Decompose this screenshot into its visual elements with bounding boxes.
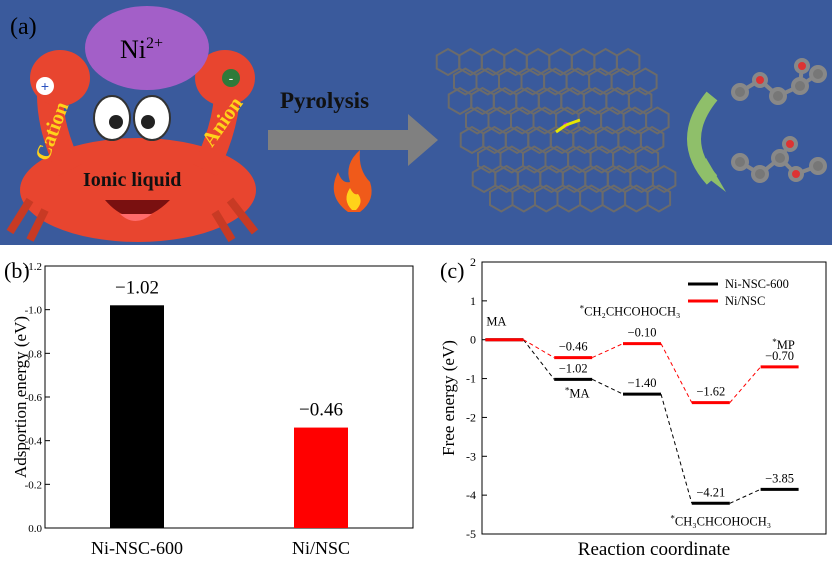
minus-sign: - <box>229 70 234 86</box>
connector-line <box>660 343 693 403</box>
y-tick-label: -1 <box>466 372 476 386</box>
ni-ion-bubble <box>85 6 209 90</box>
y-tick-label: 0.0 <box>28 523 42 535</box>
pyrolysis-label: Pyrolysis <box>280 88 369 113</box>
energy-value-label: −0.70 <box>765 349 794 363</box>
panel-a-label: (a) <box>10 14 37 40</box>
connector-line <box>591 378 624 395</box>
sulfur-bonds <box>555 118 581 134</box>
state-label: *CH₂CHCOHOCH₃ <box>580 304 681 319</box>
y-tick-label: 1 <box>470 294 476 308</box>
y-tick-label: -0.8 <box>25 348 43 360</box>
y-tick-label: 0 <box>470 333 476 347</box>
x-category-label: Ni-NSC-600 <box>91 538 183 558</box>
bar-value-label: −1.02 <box>115 277 159 298</box>
graphene-ring <box>645 106 670 135</box>
adsorption-energy-chart: (b) 0.0 -0.2 -0.4 -0.6 -0.8 -1.0 -1.2 −1.02 Ni-… <box>0 252 420 558</box>
pyrolysis-arrow <box>268 114 438 166</box>
state-label: *MA <box>565 385 590 400</box>
energy-value-label: −1.02 <box>559 361 588 375</box>
plot-frame <box>44 265 414 529</box>
anion-label: Anion <box>196 92 247 151</box>
legend: Ni-NSC-600 Ni/NSC <box>688 277 789 308</box>
panel-c-label: (c) <box>440 258 464 283</box>
y-tick-label: -3 <box>466 449 476 463</box>
ni-ion-label: Ni2+ <box>120 35 163 64</box>
connector-line <box>729 488 761 504</box>
y-tick-label: -4 <box>466 488 476 502</box>
free-energy-chart: (c) -5 -4 -3 -2 -1 0 1 2 −1.02 −1.40 −4.21 −3.85 −0… <box>420 252 832 560</box>
connector-line <box>660 393 693 504</box>
energy-value-label: −1.40 <box>628 376 657 390</box>
graphene-ring <box>651 164 677 194</box>
energy-diagram-svg: (c) -5 -4 -3 -2 -1 0 1 2 −1.02 −1.40 −4.21 −3.85 −0… <box>439 255 827 560</box>
reaction-arrowhead <box>700 158 726 192</box>
y-tick-label: -0.2 <box>25 479 42 491</box>
anion-minus-icon <box>222 69 240 87</box>
plot-frame <box>481 261 827 535</box>
energy-value-label: −4.21 <box>696 485 725 499</box>
connector-line <box>523 339 555 359</box>
flame-icon <box>333 150 372 212</box>
bar-value-label: −0.46 <box>299 400 343 421</box>
schematic-panel: (a) Ni2+ + - Cation Anion Ionic liquid P… <box>0 0 832 245</box>
y-axis-label: Free energy (eV) <box>439 340 458 456</box>
y-tick-label: 2 <box>470 255 476 269</box>
energy-value-label: −3.85 <box>765 471 794 485</box>
y-tick-label: -2 <box>466 410 476 424</box>
graphene-ring <box>633 67 658 96</box>
y-tick-label: -1.0 <box>25 305 43 317</box>
plus-sign: + <box>41 78 49 94</box>
ionic-liquid-label: Ionic liquid <box>83 169 181 191</box>
graphene-ring <box>634 145 660 174</box>
y-axis: 0.0 -0.2 -0.4 -0.6 -0.8 -1.0 -1.2 <box>25 261 50 535</box>
methyl-propionate-molecule <box>731 136 827 183</box>
energy-series: −1.02 −1.40 −4.21 −3.85 −0.46 −0.10 −1.62 −0.70… <box>485 304 799 528</box>
connector-line <box>523 339 555 380</box>
graphene-ring <box>615 47 641 77</box>
bar <box>110 305 164 528</box>
panel-b-label: (b) <box>4 258 30 283</box>
bar <box>294 427 348 528</box>
connector-line <box>729 366 761 403</box>
y-axis-label: Adsportion energy (eV) <box>11 316 30 478</box>
state-label: *CH₃CHCOHOCH₃ <box>670 513 771 528</box>
energy-value-label: −1.62 <box>696 385 725 399</box>
schematic-illustration: (a) Ni2+ + - Cation Anion Ionic liquid P… <box>6 6 827 243</box>
x-axis-label: Reaction coordinate <box>578 539 730 558</box>
crab-illustration <box>6 50 259 243</box>
y-tick-label: -5 <box>466 527 476 541</box>
y-tick-label: -1.2 <box>25 261 42 273</box>
legend-label: Ni-NSC-600 <box>725 277 789 291</box>
energy-value-label: −0.10 <box>628 326 657 340</box>
methyl-acrylate-molecule <box>731 58 827 105</box>
graphene-ring <box>639 125 665 155</box>
graphene-ring <box>435 47 461 77</box>
graphene-ring <box>627 86 653 116</box>
bars: −1.02 Ni-NSC-600 −0.46 Ni/NSC <box>91 277 350 558</box>
y-tick-label: -0.4 <box>25 436 43 448</box>
y-axis: -5 -4 -3 -2 -1 0 1 2 <box>466 255 487 541</box>
x-category-label: Ni/NSC <box>292 538 350 558</box>
state-label: MA <box>486 315 506 329</box>
cation-plus-icon <box>36 77 54 95</box>
graphene-sheet <box>435 47 677 213</box>
legend-label: Ni/NSC <box>725 294 765 308</box>
state-label: *MP <box>772 337 795 352</box>
graphene-ring <box>646 184 672 213</box>
connector-line <box>591 343 624 359</box>
bar-chart-svg: (b) 0.0 -0.2 -0.4 -0.6 -0.8 -1.0 -1.2 −1.02 Ni-… <box>4 258 414 558</box>
energy-value-label: −0.46 <box>559 340 588 354</box>
y-tick-label: -0.6 <box>25 392 43 404</box>
